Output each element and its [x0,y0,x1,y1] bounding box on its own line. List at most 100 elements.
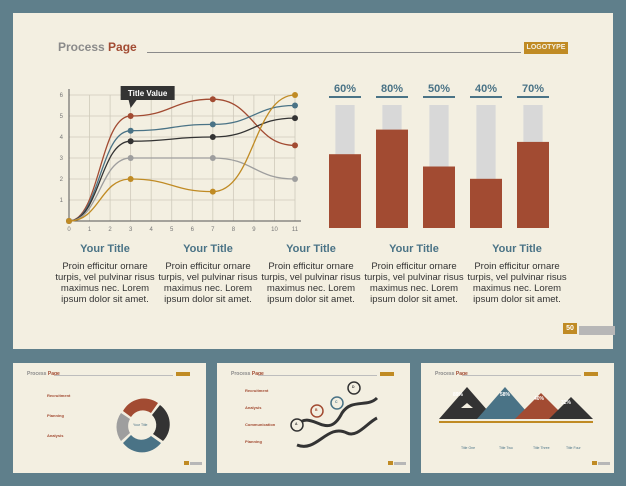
thumb-page-number [592,461,597,465]
bar [470,178,502,228]
thumb-page-number [388,461,393,465]
column-text: Proin efficitur ornare turpis, vel pulvi… [261,261,361,305]
thumb-title: Process Page [231,371,264,377]
data-point [127,138,134,145]
x-tick-label: 2 [108,227,112,233]
y-tick-label: 6 [60,93,64,99]
x-tick-label: 9 [252,227,256,233]
knot-letter: A [295,422,298,426]
data-point [209,155,216,161]
x-tick-label: 11 [292,227,299,233]
thumb-page-bar [190,462,202,465]
thumb-item-heading: Planning [245,439,262,444]
x-tick-label: 3 [129,227,133,233]
thumb-logo [176,372,190,376]
bar [517,141,549,228]
x-tick-label: 8 [232,227,236,233]
knot-letter: D [352,385,355,389]
x-tick-label: 4 [150,227,154,233]
thumb-item-heading: Recruitment [47,393,71,398]
mountain-percent: 89% [453,392,464,398]
thumbnail-slide-1[interactable]: Process Page Recruitment Planning Analys… [13,363,206,473]
bar-chart: 60% 80% 50% 40% 70% [329,83,549,228]
column-text: Proin efficitur ornare turpis, vel pulvi… [158,261,258,305]
bar-label-underline [470,96,502,98]
mountain-percent: 58% [500,392,511,398]
thumbnail-slide-2[interactable]: Process Page Recruitment Analysis Commun… [217,363,410,473]
thumb-title: Process Page [27,371,60,377]
page-bar [579,326,615,335]
page-title: Process Page [58,40,137,54]
x-tick-label: 10 [271,227,278,233]
data-point [292,102,298,109]
column-title: Your Title [389,243,439,255]
column-title: Your Title [80,243,130,255]
data-point [292,176,298,182]
column-1: Your Title Proin efficitur ornare turpis… [55,243,155,305]
cycle-center-label: Your Title [133,423,148,427]
thumb-item-heading: Recruitment [245,388,269,393]
knot-letter: B [315,408,318,412]
x-tick-label: 1 [88,227,92,233]
data-point [292,142,298,149]
data-point [127,155,134,161]
mountain-percent: 32% [561,400,572,406]
mountain-title: Title One [461,446,476,450]
data-point [209,188,216,195]
column-title: Your Title [183,243,233,255]
y-tick-label: 3 [60,156,64,162]
x-tick-label: 7 [211,227,215,233]
x-tick-label: 5 [170,227,174,233]
column-text: Proin efficitur ornare turpis, vel pulvi… [55,261,155,305]
series-line [68,104,296,222]
data-point [127,176,134,182]
bar-label: 60% [334,83,356,95]
data-point [127,113,134,119]
mountain-percent: 40% [534,396,545,402]
thumb-page-bar [598,462,610,465]
header-divider [147,52,521,53]
bar-label: 70% [522,83,544,95]
thumbnail-slide-3[interactable]: Process Page 89% 58% 40% 32% Title One T… [421,363,614,473]
thumb-divider [259,375,377,376]
y-tick-label: 1 [60,198,64,204]
page-number: 50 [563,323,577,334]
main-slide: Process Page LOGOTYPE 0 1 2 3 4 5 6 7 8 9 10 11 1 2 3 4… [13,13,615,349]
data-point [127,127,134,134]
series-line [68,98,296,222]
thumb-logo [380,372,394,376]
column-text: Proin efficitur ornare turpis, vel pulvi… [467,261,567,305]
thumb-logo [584,372,598,376]
column-2: Your Title Proin efficitur ornare turpis… [158,243,258,305]
data-point [209,96,216,103]
column-title: Your Title [492,243,542,255]
thumb-item-heading: Planning [47,413,64,418]
bar [329,154,361,228]
column-title: Your Title [286,243,336,255]
data-point [292,115,298,122]
series-line [68,117,296,222]
series-line [68,157,296,222]
bar-label: 50% [428,83,450,95]
thumb-title: Process Page [435,371,468,377]
mountain-chart [439,387,593,423]
thumb-divider [463,375,581,376]
data-point [209,121,216,128]
mountain-title: Title Four [566,446,581,450]
data-point [66,218,72,224]
bar-label: 80% [381,83,403,95]
mountain-title: Title Three [533,446,550,450]
thumb-page-bar [394,462,406,465]
thumb-item-heading: Analysis [245,405,262,410]
bar-label: 40% [475,83,497,95]
thumb-item-heading: Analysis [47,433,64,438]
y-tick-label: 5 [60,114,64,120]
x-tick-label: 6 [191,227,195,233]
series-line [68,94,296,222]
data-point [209,134,216,140]
bar [423,166,455,228]
bar [376,129,408,228]
knot-diagram [290,381,379,448]
